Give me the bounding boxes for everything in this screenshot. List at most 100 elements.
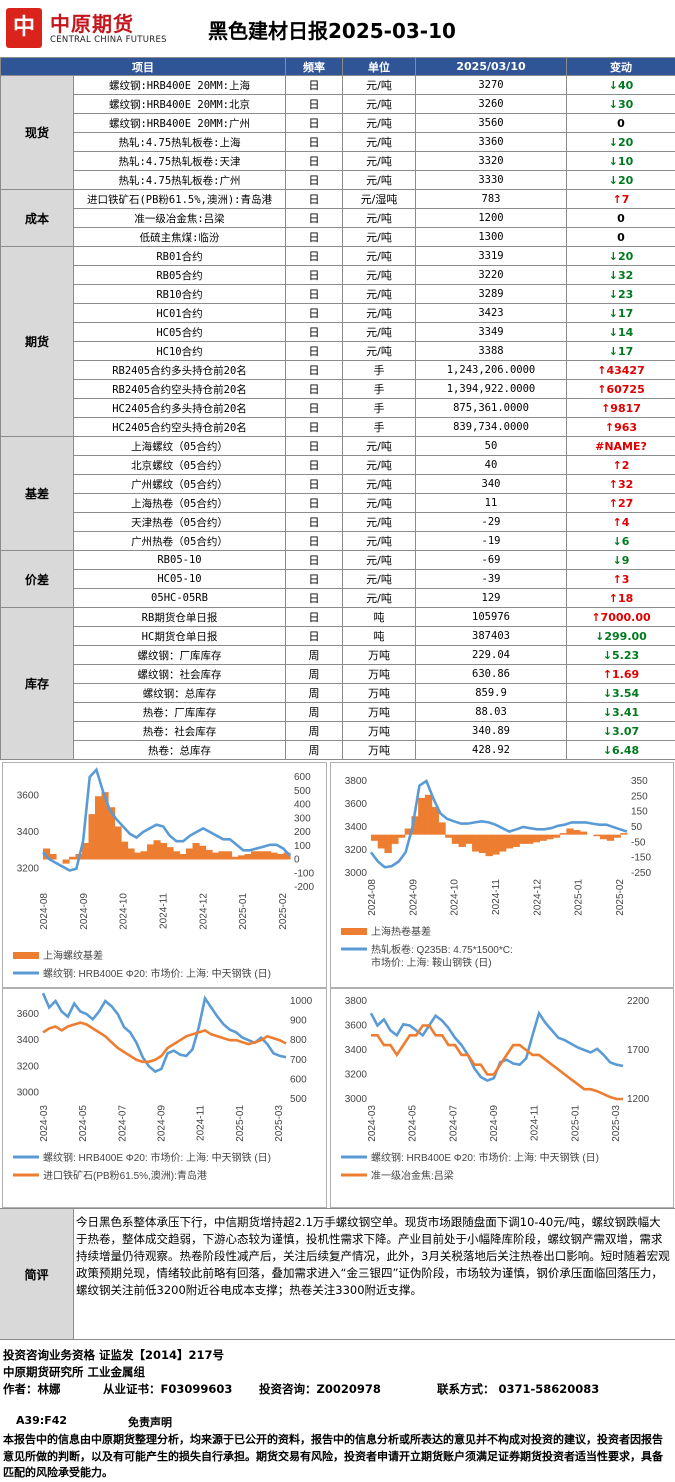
unit-cell: 元/吨 <box>343 323 416 342</box>
basis-bar <box>546 835 553 840</box>
unit-cell: 万吨 <box>343 703 416 722</box>
y-left-tick-label: 3200 <box>345 845 368 856</box>
x-tick-label: 2024-09 <box>408 879 419 916</box>
item-cell: 北京螺纹（05合约） <box>74 456 286 475</box>
freq-cell: 日 <box>286 95 343 114</box>
y-left-tick-label: 3200 <box>17 864 40 875</box>
item-cell: HC期货仓单日报 <box>74 627 286 646</box>
value-cell: 1200 <box>416 209 567 228</box>
change-cell: ↑18 <box>567 589 675 608</box>
unit-cell: 手 <box>343 418 416 437</box>
report-header: 中 中原期货 CENTRAL CHINA FUTURES 黑色建材日报2025-… <box>0 0 675 57</box>
comment-section: 简评 今日黑色系整体承压下行，中信期货增持超2.1万手螺纹钢空单。现货市场跟随盘… <box>0 1208 675 1340</box>
unit-cell: 元/吨 <box>343 456 416 475</box>
freq-cell: 日 <box>286 247 343 266</box>
item-cell: 热轧:4.75热轧板卷:天津 <box>74 152 286 171</box>
change-cell: ↓40 <box>567 76 675 95</box>
item-cell: 螺纹钢：厂库库存 <box>74 646 286 665</box>
change-cell: ↓3.54 <box>567 684 675 703</box>
qualification-line: 投资咨询业务资格 证监发【2014】217号 <box>3 1347 224 1363</box>
x-tick-label: 2024-09 <box>157 1105 168 1142</box>
arrow-up-icon: ↑ <box>613 573 622 586</box>
y-right-tick-label: 900 <box>290 1016 307 1027</box>
arrow-up-icon: ↑ <box>609 478 618 491</box>
change-cell: ↓3.07 <box>567 722 675 741</box>
x-tick-label: 2024-12 <box>532 879 543 916</box>
unit-cell: 元/吨 <box>343 494 416 513</box>
basis-bar <box>614 835 621 838</box>
x-tick-label: 2024-10 <box>450 879 461 916</box>
unit-cell: 万吨 <box>343 722 416 741</box>
change-value: 299.00 <box>604 630 646 643</box>
y-left-tick-label: 3000 <box>345 1094 368 1105</box>
arrow-up-icon: ↑ <box>609 592 618 605</box>
series-line <box>43 993 286 1071</box>
item-cell: 上海热卷（05合约） <box>74 494 286 513</box>
change-value: 17 <box>618 345 633 358</box>
y-right-tick-label: 500 <box>294 786 311 797</box>
basis-bar <box>212 853 219 860</box>
x-tick-label: 2025-02 <box>615 879 626 916</box>
change-value: 7 <box>622 193 630 206</box>
unit-cell: 元/吨 <box>343 95 416 114</box>
change-value: 32 <box>618 478 633 491</box>
item-cell: 螺纹钢:HRB400E 20MM:北京 <box>74 95 286 114</box>
basis-bar <box>560 833 567 835</box>
unit-cell: 元/湿吨 <box>343 190 416 209</box>
basis-bar <box>465 835 472 844</box>
change-value: 32 <box>618 269 633 282</box>
unit-cell: 元/吨 <box>343 304 416 323</box>
legend-label: 上海热卷基差 <box>371 925 431 938</box>
y-left-tick-label: 3400 <box>345 1045 368 1056</box>
item-cell: 广州螺纹（05合约） <box>74 475 286 494</box>
arrow-down-icon: ↓ <box>609 326 618 339</box>
change-cell: ↑60725 <box>567 380 675 399</box>
change-value: 18 <box>618 592 633 605</box>
basis-bar <box>128 849 135 860</box>
basis-bar <box>553 835 560 838</box>
basis-bar <box>391 835 398 844</box>
change-value: 40 <box>618 79 633 92</box>
arrow-down-icon: ↓ <box>609 345 618 358</box>
item-cell: 广州热卷（05合约） <box>74 532 286 551</box>
change-cell: ↓30 <box>567 95 675 114</box>
col-header-unit: 单位 <box>343 58 416 76</box>
change-cell: 0 <box>567 209 675 228</box>
basis-bar <box>425 795 432 835</box>
freq-cell: 日 <box>286 323 343 342</box>
y-right-tick-label: 2200 <box>627 996 650 1007</box>
category-cell: 基差 <box>1 437 74 551</box>
freq-cell: 周 <box>286 684 343 703</box>
arrow-down-icon: ↓ <box>609 174 618 187</box>
basis-bar <box>452 835 459 844</box>
unit-cell: 元/吨 <box>343 437 416 456</box>
freq-cell: 日 <box>286 190 343 209</box>
contact-phone: 联系方式： 0371-58620083 <box>437 1381 599 1397</box>
disclaimer-text: 本报告中的信息由中原期货整理分析，均来源于已公开的资料，报告中的信息分析或所表达… <box>3 1432 671 1482</box>
value-cell: 839,734.0000 <box>416 418 567 437</box>
x-tick-label: 2024-12 <box>198 893 209 930</box>
change-cell: ↑4 <box>567 513 675 532</box>
author: 作者：林娜 <box>3 1381 61 1397</box>
x-tick-label: 2024-09 <box>489 1105 500 1142</box>
change-value: 14 <box>618 326 633 339</box>
value-cell: 3388 <box>416 342 567 361</box>
freq-cell: 日 <box>286 304 343 323</box>
y-left-tick-label: 3400 <box>17 1035 40 1046</box>
cert-number: 从业证书：F03099603 <box>103 1381 232 1397</box>
arrow-up-icon: ↑ <box>613 516 622 529</box>
freq-cell: 周 <box>286 646 343 665</box>
y-right-tick-label: 250 <box>631 791 648 802</box>
basis-bar <box>95 796 102 859</box>
